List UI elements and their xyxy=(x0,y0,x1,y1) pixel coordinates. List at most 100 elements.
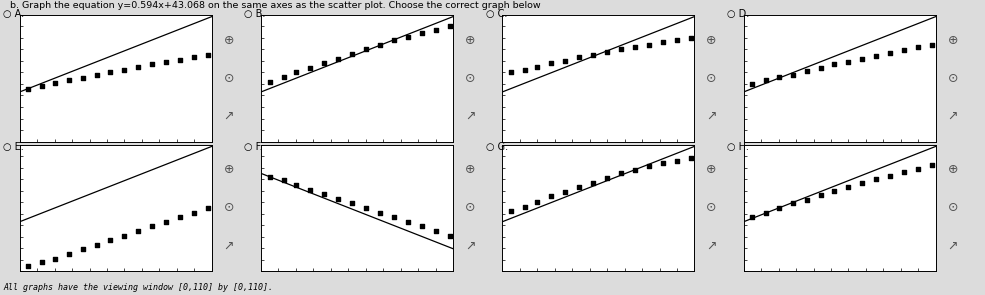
Point xyxy=(441,24,457,29)
Point xyxy=(599,176,615,180)
Point xyxy=(358,47,373,52)
Text: ⊙: ⊙ xyxy=(706,201,717,214)
Point xyxy=(302,187,318,192)
Point xyxy=(896,48,912,53)
Point xyxy=(517,68,533,73)
Point xyxy=(358,206,373,210)
Point xyxy=(288,70,303,75)
Point xyxy=(855,56,871,61)
Point xyxy=(571,55,587,60)
Point xyxy=(427,229,443,233)
Point xyxy=(799,198,815,202)
Point xyxy=(61,78,77,83)
Text: ⊕: ⊕ xyxy=(465,163,476,176)
Point xyxy=(276,178,292,183)
Text: ↗: ↗ xyxy=(706,240,717,253)
Point xyxy=(758,210,774,215)
Point xyxy=(669,158,685,163)
Point xyxy=(910,45,926,49)
Point xyxy=(813,193,828,198)
Text: ↗: ↗ xyxy=(465,110,476,123)
Point xyxy=(61,252,77,256)
Text: ⊕: ⊕ xyxy=(224,34,234,47)
Point xyxy=(924,42,940,47)
Text: ⊕: ⊕ xyxy=(706,163,717,176)
Point xyxy=(544,194,559,199)
Point xyxy=(855,180,871,185)
Point xyxy=(262,79,278,84)
Point xyxy=(655,161,671,165)
Point xyxy=(400,219,416,224)
Point xyxy=(745,215,760,219)
Text: ⊙: ⊙ xyxy=(224,72,234,85)
Point xyxy=(869,177,885,181)
Point xyxy=(558,189,573,194)
Point xyxy=(316,61,332,65)
Point xyxy=(745,82,760,86)
Text: ⊕: ⊕ xyxy=(706,34,717,47)
Point xyxy=(441,233,457,238)
Point xyxy=(186,55,202,60)
Point xyxy=(288,183,303,187)
Point xyxy=(302,65,318,70)
Point xyxy=(414,31,429,36)
Point xyxy=(21,263,36,268)
Text: All graphs have the viewing window [0,110] by [0,110].: All graphs have the viewing window [0,11… xyxy=(3,283,273,292)
Point xyxy=(503,209,519,214)
Point xyxy=(344,52,360,56)
Point xyxy=(116,68,132,73)
Point xyxy=(276,75,292,79)
Text: ⊙: ⊙ xyxy=(465,72,476,85)
Point xyxy=(75,247,91,252)
Point xyxy=(758,78,774,83)
Point xyxy=(614,47,629,52)
Text: ↗: ↗ xyxy=(224,110,234,123)
Point xyxy=(145,62,161,67)
Point xyxy=(641,164,657,169)
Text: ○ A.: ○ A. xyxy=(3,9,24,19)
Point xyxy=(75,76,91,81)
Text: ↗: ↗ xyxy=(224,240,234,253)
Point xyxy=(529,64,545,69)
Point xyxy=(785,201,801,206)
Point xyxy=(414,224,429,229)
Point xyxy=(517,204,533,209)
Point xyxy=(386,215,402,219)
Point xyxy=(924,163,940,168)
Text: ⊕: ⊕ xyxy=(948,163,958,176)
Point xyxy=(200,206,216,210)
Point xyxy=(614,171,629,176)
Point xyxy=(186,210,202,215)
Point xyxy=(400,34,416,39)
Point xyxy=(585,180,601,185)
Point xyxy=(883,173,898,178)
Point xyxy=(585,53,601,58)
Point xyxy=(262,174,278,179)
Point xyxy=(840,60,856,64)
Point xyxy=(102,70,118,75)
Point xyxy=(544,61,559,65)
Text: ⊙: ⊙ xyxy=(948,72,958,85)
Point xyxy=(89,72,104,77)
Point xyxy=(46,81,62,85)
Text: ○ C.: ○ C. xyxy=(486,9,507,19)
Text: ⊙: ⊙ xyxy=(948,201,958,214)
Point xyxy=(910,166,926,171)
Point xyxy=(655,40,671,45)
Point xyxy=(840,185,856,190)
Point xyxy=(34,84,50,88)
Point xyxy=(89,242,104,247)
Point xyxy=(683,156,698,161)
Text: ↗: ↗ xyxy=(948,240,958,253)
Point xyxy=(46,256,62,261)
Point xyxy=(34,260,50,265)
Point xyxy=(131,64,147,69)
Point xyxy=(131,229,147,233)
Point xyxy=(669,38,685,42)
Point xyxy=(200,53,216,58)
Point xyxy=(627,168,643,172)
Text: ⊙: ⊙ xyxy=(224,201,234,214)
Point xyxy=(896,170,912,175)
Point xyxy=(599,49,615,54)
Point xyxy=(330,196,346,201)
